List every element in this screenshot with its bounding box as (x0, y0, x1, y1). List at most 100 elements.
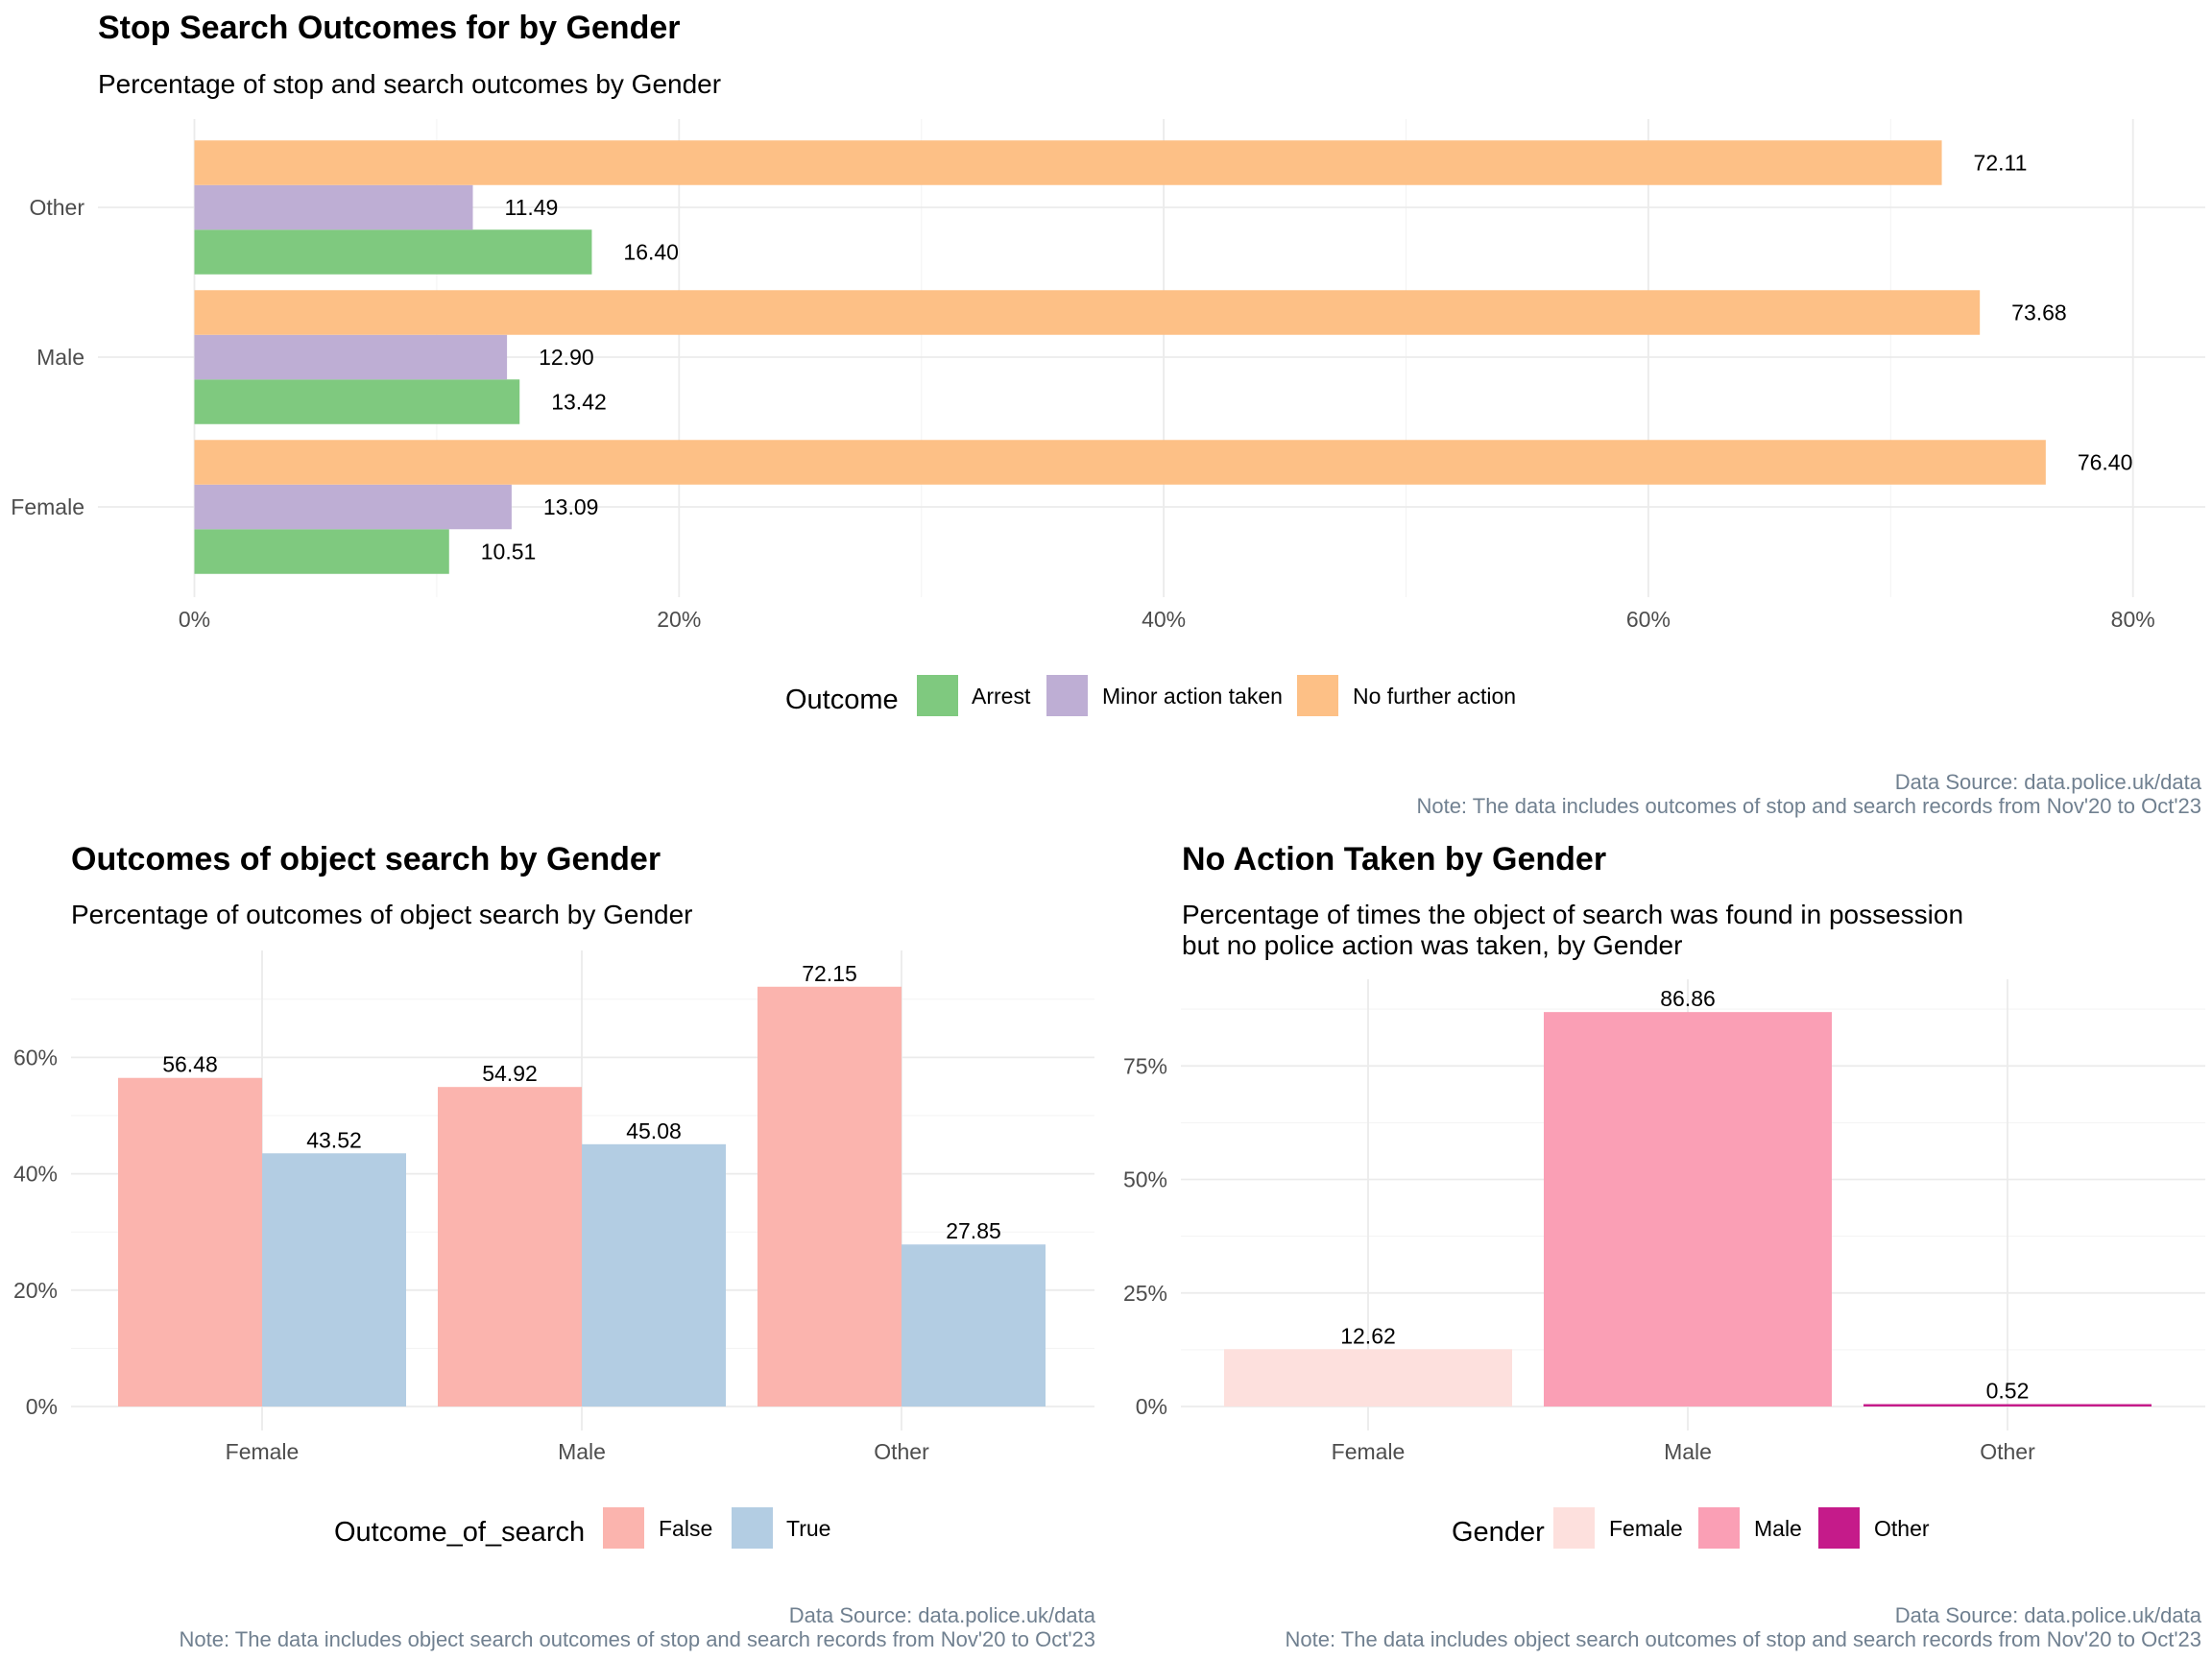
y-tick-label: 0% (1136, 1394, 1167, 1419)
chart2-legend-title: Outcome_of_search (334, 1517, 585, 1548)
data-label: 56.48 (162, 1052, 218, 1077)
data-label: 12.90 (539, 345, 594, 370)
chart3-subtitle-line2: but no police action was taken, by Gende… (1182, 930, 1682, 960)
x-tick-label: Female (1332, 1439, 1406, 1464)
bar-female-true (262, 1153, 406, 1407)
legend-key-false (603, 1507, 644, 1549)
chart1-legend-title: Outcome (785, 685, 899, 715)
x-tick-label: Female (226, 1439, 300, 1464)
chart1-caption-note: Note: The data includes outcomes of stop… (1416, 794, 2201, 818)
chart3-legend-title: Gender (1452, 1517, 1545, 1548)
chart3-legend: Gender Female Male Other (1452, 1507, 1930, 1549)
legend-label: False (659, 1516, 712, 1541)
data-label: 72.11 (1974, 151, 2028, 176)
chart1-axis: Female Male Other 0% 20% 40% 60% 80% (11, 195, 2154, 632)
chart1-caption-source: Data Source: data.police.uk/data (1895, 770, 2202, 794)
y-tick-label: 75% (1123, 1053, 1167, 1078)
legend-label: Minor action taken (1102, 684, 1283, 709)
chart-no-action-taken: No Action Taken by Gender Percentage of … (1123, 841, 2205, 1651)
data-label: 43.52 (306, 1127, 362, 1152)
bar-male (1544, 1012, 1832, 1407)
legend-label: True (786, 1516, 830, 1541)
y-tick-label: 60% (13, 1045, 58, 1070)
bar-other-no-further-action (194, 140, 1942, 185)
bar-other (1863, 1404, 2152, 1407)
x-tick-label: Other (874, 1439, 929, 1464)
data-label: 76.40 (2078, 450, 2133, 475)
x-tick-label: Male (558, 1439, 606, 1464)
y-tick-label: 40% (13, 1162, 58, 1187)
data-label: 13.42 (551, 390, 607, 415)
data-label: 54.92 (482, 1061, 538, 1086)
legend-label: Male (1754, 1516, 1802, 1541)
bar-male-minor-action-taken (194, 334, 508, 380)
data-label: 86.86 (1660, 986, 1716, 1011)
x-tick-label: 0% (179, 607, 210, 632)
x-tick-label: Male (1664, 1439, 1712, 1464)
bar-male-false (438, 1087, 582, 1407)
bar-female (1224, 1349, 1512, 1407)
legend-key-female (1553, 1507, 1595, 1549)
bar-other-minor-action-taken (194, 184, 473, 230)
legend-label: No further action (1353, 684, 1516, 709)
bar-other-false (757, 986, 902, 1407)
y-tick-label: Female (11, 494, 84, 519)
data-label: 10.51 (481, 540, 537, 565)
chart3-axis: Female Male Other 0% 25% 50% 75% (1123, 1053, 2035, 1464)
chart3-title: No Action Taken by Gender (1182, 841, 1606, 878)
chart1-subtitle: Percentage of stop and search outcomes b… (98, 69, 721, 99)
bar-other-arrest (194, 229, 592, 275)
chart3-caption-note: Note: The data includes object search ou… (1286, 1627, 2202, 1651)
chart-object-search-outcomes: Outcomes of object search by Gender Perc… (13, 841, 1096, 1651)
chart3-caption-source: Data Source: data.police.uk/data (1895, 1603, 2202, 1627)
y-tick-label: 25% (1123, 1281, 1167, 1306)
y-tick-label: Male (36, 345, 84, 370)
x-tick-label: Other (1980, 1439, 2035, 1464)
legend-key-true (732, 1507, 773, 1549)
x-tick-label: 20% (657, 607, 701, 632)
data-label: 72.15 (802, 961, 857, 986)
bar-female-false (118, 1077, 262, 1407)
legend-key-minor-action-taken (1046, 675, 1088, 716)
data-label: 13.09 (543, 494, 599, 519)
data-label: 12.62 (1340, 1323, 1396, 1348)
y-tick-label: 20% (13, 1278, 58, 1303)
bar-other-true (902, 1244, 1046, 1407)
bar-female-no-further-action (194, 440, 2046, 485)
legend-key-male (1698, 1507, 1740, 1549)
bar-female-minor-action-taken (194, 484, 512, 530)
chart2-subtitle: Percentage of outcomes of object search … (71, 900, 693, 929)
chart2-bars: 56.48 43.52 54.92 45.08 72.15 27.85 (118, 961, 1046, 1407)
legend-label: Other (1874, 1516, 1930, 1541)
x-tick-label: 40% (1142, 607, 1186, 632)
chart2-legend: Outcome_of_search False True (334, 1507, 830, 1549)
legend-label: Female (1609, 1516, 1683, 1541)
y-tick-label: Other (29, 195, 84, 220)
bar-male-arrest (194, 379, 520, 424)
data-label: 0.52 (1986, 1379, 2030, 1404)
bar-male-true (582, 1143, 726, 1407)
legend-label: Arrest (972, 684, 1031, 709)
legend-key-no-further-action (1297, 675, 1338, 716)
chart2-title: Outcomes of object search by Gender (71, 841, 661, 878)
bar-male-no-further-action (194, 290, 1981, 335)
bar-female-arrest (194, 529, 449, 574)
legend-key-arrest (917, 675, 958, 716)
chart1-legend: Outcome Arrest Minor action taken No furth… (785, 675, 1516, 716)
data-label: 11.49 (505, 195, 559, 220)
chart2-caption-note: Note: The data includes object search ou… (180, 1627, 1096, 1651)
chart2-caption-source: Data Source: data.police.uk/data (789, 1603, 1096, 1627)
y-tick-label: 50% (1123, 1167, 1167, 1192)
chart2-axis: Female Male Other 0% 20% 40% 60% (13, 1045, 929, 1464)
data-label: 73.68 (2011, 301, 2067, 325)
chart3-subtitle-line1: Percentage of times the object of search… (1182, 900, 1963, 929)
data-label: 27.85 (946, 1218, 1001, 1243)
chart1-title: Stop Search Outcomes for by Gender (98, 10, 680, 46)
data-label: 16.40 (623, 240, 679, 265)
chart3-bars: 12.62 86.86 0.52 (1224, 986, 2152, 1407)
legend-key-other (1818, 1507, 1860, 1549)
chart-stop-search-outcomes: Stop Search Outcomes for by Gender Perce… (11, 10, 2205, 818)
x-tick-label: 80% (2111, 607, 2155, 632)
x-tick-label: 60% (1626, 607, 1671, 632)
